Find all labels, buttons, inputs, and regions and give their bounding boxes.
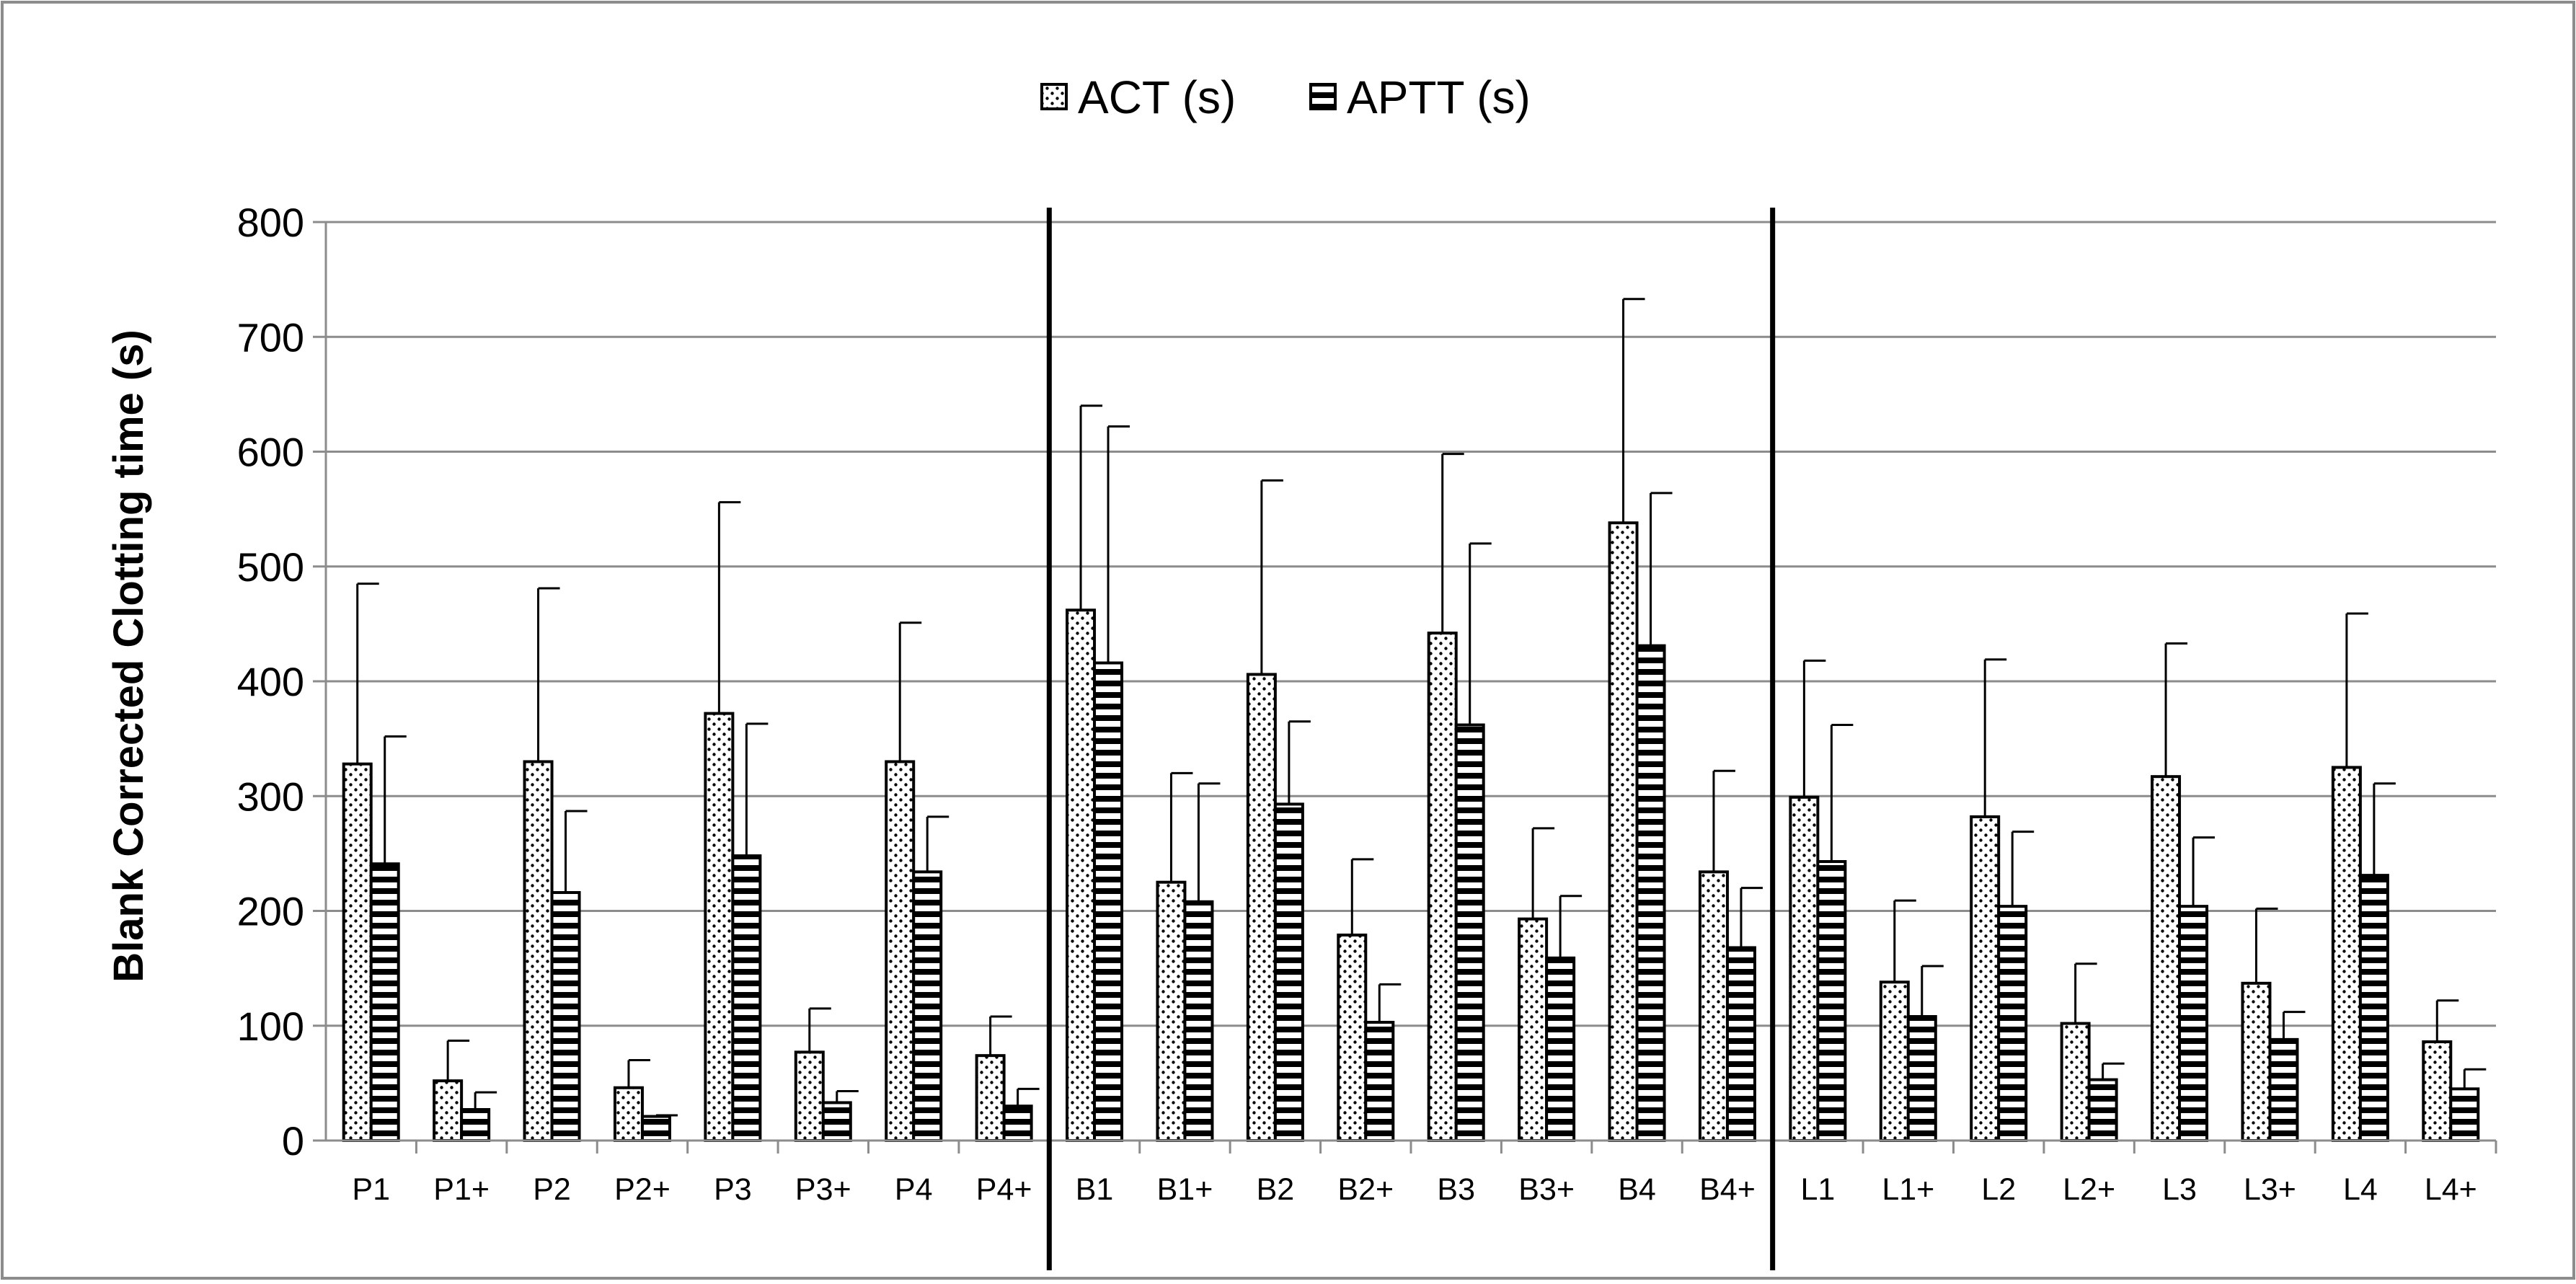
bar-aptt-B3+ (1545, 956, 1576, 1142)
x-tick-label: P1 (352, 1172, 390, 1207)
bar-aptt-L4+ (2449, 1087, 2480, 1143)
y-tick-label: 700 (237, 314, 304, 360)
bar-act-P3 (704, 712, 735, 1142)
x-tick-label: L1 (1800, 1172, 1835, 1207)
y-tick-label: 0 (282, 1118, 304, 1164)
x-tick-label: B2+ (1337, 1172, 1394, 1207)
bar-act-P1 (342, 762, 373, 1143)
x-tick-label: B3+ (1518, 1172, 1575, 1207)
bar-aptt-L3 (2178, 905, 2209, 1142)
x-tick-label: L4 (2343, 1172, 2378, 1207)
bar-aptt-L4 (2358, 874, 2389, 1142)
bar-aptt-B2 (1273, 802, 1304, 1142)
x-tick-label: P4 (895, 1172, 933, 1207)
legend-label: APTT (s) (1347, 71, 1531, 123)
bar-act-B3+ (1518, 917, 1549, 1142)
bar-act-L4+ (2422, 1040, 2453, 1143)
y-tick-label: 600 (237, 430, 304, 475)
bar-act-P1+ (433, 1079, 464, 1142)
bar-act-L2 (1970, 815, 2001, 1143)
x-tick-label: L3+ (2244, 1172, 2296, 1207)
bar-aptt-B3 (1454, 723, 1485, 1142)
x-tick-label: P2 (533, 1172, 571, 1207)
bar-act-B3 (1427, 632, 1458, 1142)
bar-act-L1 (1789, 795, 1820, 1143)
bars-layer (342, 298, 2487, 1143)
bar-aptt-P2 (550, 891, 581, 1143)
legend-swatch (1309, 83, 1337, 110)
bar-aptt-P1 (369, 862, 400, 1143)
grid-layer (326, 221, 2496, 1027)
y-tick-label: 200 (237, 889, 304, 934)
x-tick-label: P3 (714, 1172, 752, 1207)
bar-aptt-P3+ (821, 1101, 852, 1143)
axis-layer: 0 100 200 300 400 500 600 700 800 P1 P1+ P2 P2+ P3 P3+… (237, 200, 2497, 1270)
bar-act-L3+ (2241, 981, 2272, 1143)
bar-act-B2 (1246, 673, 1277, 1142)
bar-aptt-B4 (1635, 644, 1666, 1142)
y-tick-label: 100 (237, 1004, 304, 1049)
bar-aptt-B1 (1093, 661, 1124, 1142)
bar-act-L1+ (1879, 980, 1910, 1142)
bar-act-P2+ (613, 1086, 644, 1142)
x-tick-label: B1 (1076, 1172, 1114, 1207)
bar-act-B1+ (1156, 880, 1187, 1142)
bar-aptt-L1 (1816, 860, 1847, 1142)
bar-act-L4 (2331, 766, 2362, 1142)
x-tick-label: L2+ (2063, 1172, 2115, 1207)
y-tick-label: 500 (237, 544, 304, 590)
x-tick-label: L1+ (1882, 1172, 1934, 1207)
y-axis-title: Blank Corrected Clotting time (s) (105, 329, 152, 983)
legend: ACT (s) APTT (s) (1040, 71, 1531, 123)
legend-label: ACT (s) (1078, 71, 1236, 123)
bar-aptt-P4 (912, 870, 943, 1142)
bar-aptt-B4+ (1725, 946, 1756, 1142)
x-tick-label: B2 (1257, 1172, 1295, 1207)
bar-act-L3 (2151, 775, 2182, 1142)
bar-aptt-B2+ (1364, 1020, 1395, 1143)
x-tick-label: B1+ (1157, 1172, 1213, 1207)
bar-act-B1 (1066, 608, 1097, 1142)
bar-aptt-L2+ (2087, 1078, 2118, 1143)
y-tick-label: 800 (237, 200, 304, 245)
x-tick-label: P1+ (433, 1172, 490, 1207)
bar-aptt-B1+ (1183, 900, 1214, 1142)
x-tick-label: P2+ (614, 1172, 670, 1207)
legend-swatch (1040, 83, 1068, 110)
bar-act-P4+ (975, 1054, 1006, 1143)
y-tick-label: 400 (237, 659, 304, 704)
x-tick-label: B3 (1437, 1172, 1475, 1207)
bar-act-P4 (885, 760, 916, 1142)
bar-aptt-L3+ (2268, 1037, 2299, 1142)
bar-act-B4+ (1698, 870, 1729, 1142)
x-tick-label: P4+ (976, 1172, 1032, 1207)
x-tick-label: B4 (1618, 1172, 1656, 1207)
bar-act-P2 (523, 760, 554, 1142)
bar-aptt-P4+ (1002, 1104, 1033, 1142)
bar-aptt-P3 (731, 854, 762, 1143)
y-tick-label: 300 (237, 774, 304, 819)
x-tick-label: L4+ (2425, 1172, 2477, 1207)
bar-aptt-P1+ (460, 1108, 491, 1142)
x-tick-label: B4+ (1699, 1172, 1756, 1207)
bar-act-P3+ (794, 1050, 825, 1142)
x-tick-label: L3 (2162, 1172, 2197, 1207)
bar-act-B2+ (1337, 933, 1368, 1142)
bar-act-L2+ (2060, 1022, 2091, 1142)
x-tick-label: P3+ (795, 1172, 851, 1207)
bar-aptt-P2+ (640, 1115, 671, 1142)
bar-aptt-L1+ (1906, 1015, 1937, 1143)
bar-aptt-L2 (1997, 905, 2028, 1142)
x-tick-label: L2 (1981, 1172, 2016, 1207)
bar-act-B4 (1608, 521, 1639, 1142)
